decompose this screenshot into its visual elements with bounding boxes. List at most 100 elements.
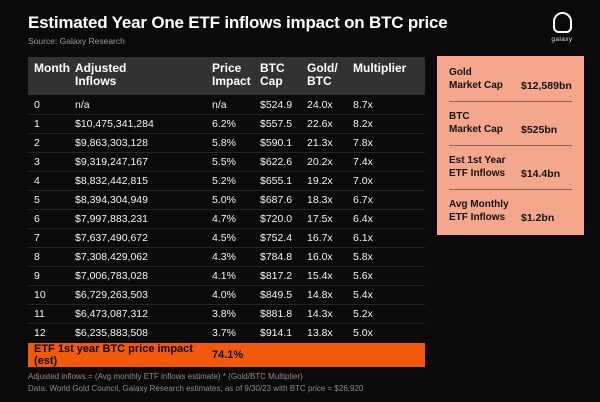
table-cell: 7 [34,232,40,244]
table-cell: 4.5% [212,232,236,244]
table-cell: 14.8x [307,289,333,301]
table-cell: 5.0x [353,327,373,339]
table-cell: $6,729,263,503 [75,289,148,301]
column-header-gold-btc: Gold/ BTC [307,61,338,89]
table-row: 5 $8,394,304,949 5.0% $687.6 18.3x 6.7x [28,190,425,209]
summary-value: 74.1% [212,349,244,361]
footnote-data-source: Data: World Gold Council, Galaxy Researc… [28,384,364,394]
table-cell: $524.9 [260,98,293,111]
table-cell: $557.5 [260,118,293,130]
table-cell: 7.8x [353,137,373,149]
table-cell: n/a [75,98,90,111]
stat-label: Gold Market Cap [449,67,503,91]
table-cell: 17.5x [307,213,333,225]
galaxy-logo: galaxy [548,12,576,43]
column-header-adjusted-inflows: Adjusted Inflows [75,61,127,89]
stat-btc-market-cap: BTC Market Cap $525bn [449,101,572,145]
table-cell: $687.6 [260,194,293,206]
table-cell: 5 [34,194,40,206]
table-cell: $784.8 [260,251,293,263]
column-header-btc-cap: BTC Cap [260,61,285,89]
table-cell: 5.2% [212,175,236,187]
table-cell: $9,319,247,167 [75,156,148,168]
table-cell: $752.4 [260,232,293,244]
table-cell: 5.0% [212,194,236,206]
table-row: 6 $7,997,883,231 4.7% $720.0 17.5x 6.4x [28,209,425,228]
table-cell: 0 [34,98,40,111]
column-header-price-impact: Price Impact [212,61,251,89]
stat-avg-monthly-etf-inflows: Avg Monthly ETF Inflows $1.2bn [449,189,572,233]
table-cell: 3 [34,156,40,168]
table-row: 3 $9,319,247,167 5.5% $622.6 20.2x 7.4x [28,152,425,171]
galaxy-helmet-icon [552,12,572,33]
table-cell: $10,475,341,284 [75,118,154,130]
stat-label: Est 1st Year ETF Inflows [449,155,506,179]
table-cell: 7.0x [353,175,373,187]
stat-label: BTC Market Cap [449,111,503,135]
stats-sidebar: Gold Market Cap $12,589bn BTC Market Cap… [437,56,584,235]
table-cell: $622.6 [260,156,293,168]
table-cell: $655.1 [260,175,293,187]
table-cell: 2 [34,137,40,149]
table-cell: 8 [34,251,40,263]
table-row: 12 $6,235,883,508 3.7% $914.1 13.8x 5.0x [28,323,425,342]
table-row: 11 $6,473,087,312 3.8% $881.8 14.3x 5.2x [28,304,425,323]
table-row: 7 $7,637,490,672 4.5% $752.4 16.7x 6.1x [28,228,425,247]
table-cell: 1 [34,118,40,130]
footnote-formula: Adjusted inflows = (Avg monthly ETF infl… [28,372,303,381]
table-cell: $720.0 [260,213,293,225]
table-cell: $7,308,429,062 [75,251,148,263]
stat-gold-market-cap: Gold Market Cap $12,589bn [449,58,572,101]
table-cell: 9 [34,270,40,282]
table-row: 2 $9,863,303,128 5.8% $590.1 21.3x 7.8x [28,133,425,152]
table-cell: 19.2x [307,175,333,187]
table-header-row: Month Adjusted Inflows Price Impact BTC … [28,57,425,95]
table-cell: $9,863,303,128 [75,137,148,149]
stat-value: $14.4bn [521,167,561,180]
table-cell: 4.0% [212,289,236,301]
etf-impact-table: Month Adjusted Inflows Price Impact BTC … [28,57,425,367]
table-cell: 6.4x [353,213,373,225]
table-cell: 6 [34,213,40,225]
stat-label: Avg Monthly ETF Inflows [449,199,509,223]
table-row: 1 $10,475,341,284 6.2% $557.5 22.6x 8.2x [28,114,425,133]
table-row: 8 $7,308,429,062 4.3% $784.8 16.0x 5.8x [28,247,425,266]
table-cell: $6,235,883,508 [75,327,148,339]
table-cell: $817.2 [260,270,293,282]
table-cell: 5.5% [212,156,236,168]
table-cell: 3.8% [212,308,236,320]
table-cell: 8.7x [353,98,373,111]
table-cell: 21.3x [307,137,333,149]
table-cell: $6,473,087,312 [75,308,148,320]
table-row: 10 $6,729,263,503 4.0% $849.5 14.8x 5.4x [28,285,425,304]
table-row: 0 n/a n/a $524.9 24.0x 8.7x [28,95,425,114]
table-cell: 5.2x [353,308,373,320]
stat-value: $525bn [521,123,558,136]
table-cell: n/a [212,98,227,111]
table-row: 9 $7,006,783,028 4.1% $817.2 15.4x 5.6x [28,266,425,285]
table-cell: 4 [34,175,40,187]
table-cell: 6.7x [353,194,373,206]
table-cell: 16.7x [307,232,333,244]
table-cell: 10 [34,289,46,301]
table-cell: 4.7% [212,213,236,225]
table-cell: $7,997,883,231 [75,213,148,225]
summary-label: ETF 1st year BTC price impact (est) [34,343,193,367]
stat-value: $1.2bn [521,211,555,224]
table-cell: $8,832,442,815 [75,175,148,187]
table-cell: 5.4x [353,289,373,301]
table-cell: $881.8 [260,308,293,320]
source-caption: Source: Galaxy Research [28,36,125,46]
table-cell: $849.5 [260,289,293,301]
table-cell: $590.1 [260,137,293,149]
table-cell: 14.3x [307,308,333,320]
table-cell: 4.1% [212,270,236,282]
page-title: Estimated Year One ETF inflows impact on… [28,13,448,32]
table-cell: 20.2x [307,156,333,168]
table-cell: $7,637,490,672 [75,232,148,244]
footnotes: Adjusted inflows = (Avg monthly ETF infl… [28,371,363,396]
table-cell: 4.3% [212,251,236,263]
table-cell: 11 [34,308,45,320]
galaxy-logo-label: galaxy [551,36,573,43]
